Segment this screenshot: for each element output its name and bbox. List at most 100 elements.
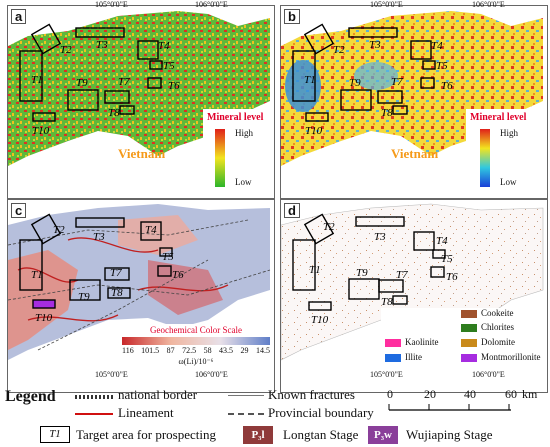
target-label: T9: [76, 77, 88, 89]
target-label: T6: [168, 80, 180, 92]
class-item: Kaolinite: [385, 337, 439, 347]
longtan-label: Longtan Stage: [283, 427, 359, 442]
panel-label-b: b: [284, 9, 300, 24]
longtan-symbol: P₃l: [243, 426, 273, 444]
target-boxes: [19, 213, 173, 309]
target-t5-box: [149, 60, 163, 70]
target-label: T4: [431, 40, 443, 52]
target-label: T2: [60, 44, 72, 56]
scale-value: 43.5: [219, 346, 234, 355]
target-t7-box: [104, 90, 130, 104]
panel-a: T1 T2 T3 T4 T5 T6 T7 T8 T9 T10 Vietnam a…: [7, 5, 275, 199]
target-label: T8: [381, 296, 393, 308]
wujiaping-symbol: P₃w: [368, 426, 398, 444]
class-item: Cookeite: [461, 308, 514, 318]
legend-title: Geochemical Color Scale: [150, 325, 242, 335]
target-t3-box: [75, 27, 125, 38]
lon-tick: 105°0'0"E: [370, 0, 403, 9]
class-name: Chlorites: [481, 322, 514, 332]
legend-title: Mineral level: [470, 112, 527, 123]
scale-unit: km: [522, 387, 538, 401]
target-label: T2: [53, 224, 65, 236]
scale-unit: ω(Li)/10⁻⁶: [178, 357, 214, 366]
class-swatch: [385, 338, 401, 347]
target-label: T2: [333, 44, 345, 56]
high-li-zone: [118, 215, 198, 255]
legend-box-b: Mineral level High Low: [466, 109, 546, 197]
target-label: T3: [96, 39, 108, 51]
class-name: Illite: [405, 352, 422, 362]
target-label: T1: [304, 74, 316, 86]
national-border-symbol: [75, 395, 113, 399]
target-label: T4: [145, 224, 157, 236]
scale-value: 29: [240, 346, 249, 355]
country-label: Vietnam: [118, 146, 165, 161]
target-t4-box: [137, 40, 159, 60]
color-ramp: [122, 337, 270, 345]
class-swatch: [461, 353, 477, 362]
panel-label-a: a: [11, 9, 27, 24]
target-label: T7: [110, 267, 122, 279]
lon-tick: 105°0'0"E: [95, 0, 128, 9]
target-label: T8: [111, 287, 123, 299]
color-ramp: [215, 129, 225, 187]
fractures: [7, 219, 271, 351]
class-name: Dolomite: [481, 337, 515, 347]
class-item: Montmorillonite: [461, 352, 541, 362]
scale-tick: 60: [505, 387, 517, 401]
class-swatch: [461, 323, 477, 332]
target-t6-box: [147, 77, 162, 89]
class-item: Chlorites: [461, 322, 514, 332]
legend-low: Low: [500, 177, 517, 187]
target-label: T2: [323, 221, 335, 233]
scale-value: 14.5: [255, 346, 270, 355]
scale-value: 87: [166, 346, 175, 355]
class-swatch: [461, 309, 477, 318]
target-label: T7: [118, 76, 130, 88]
target-label: T4: [436, 235, 448, 247]
geochem-map-area: [8, 204, 270, 360]
target-label: T10: [32, 125, 50, 137]
low-value-zone: [285, 60, 321, 112]
class-swatch: [385, 353, 401, 362]
lon-tick: 105°0'0"E: [370, 370, 403, 379]
class-name: Cookeite: [481, 308, 514, 318]
target-label: T7: [391, 76, 403, 88]
target-label: T1: [309, 264, 321, 276]
legend-high: High: [235, 128, 253, 138]
panel-d: T1 T2 T3 T4 T5 T6 T7 T8 T9 T10 d Cookeit…: [280, 199, 548, 393]
high-li-zone: [148, 260, 223, 315]
target-t2-box: [30, 23, 62, 55]
scale-tick: 20: [424, 387, 436, 401]
lineaments: [17, 237, 229, 322]
lon-tick: 105°0'0"E: [95, 370, 128, 379]
wujiaping-label: Wujiaping Stage: [406, 427, 493, 442]
lineament-label: Lineament: [118, 405, 174, 420]
target-label: T6: [446, 271, 458, 283]
target-label: T6: [172, 269, 184, 281]
lon-tick: 106°0'0"E: [472, 370, 505, 379]
target-label: T8: [381, 107, 393, 119]
mineral-class-legend: Cookeite Chlorites Kaolinite Dolomite Il…: [381, 308, 547, 368]
target-area-symbol: T1: [40, 426, 70, 443]
target-label: T3: [369, 39, 381, 51]
target-label: T5: [163, 60, 175, 72]
low-value-zone: [354, 62, 398, 90]
legend-title: Legend: [5, 388, 56, 405]
target-label: T6: [441, 80, 453, 92]
class-item: Illite: [385, 352, 422, 362]
target-label: T10: [35, 312, 53, 324]
target-boxes: [292, 213, 446, 311]
national-border-label: national border: [118, 387, 198, 402]
panel-label-d: d: [284, 203, 300, 218]
target-label: T5: [162, 251, 174, 263]
panel-b: T1 T2 T3 T4 T5 T6 T7 T8 T9 T10 Vietnam b…: [280, 5, 548, 199]
class-swatch: [461, 338, 477, 347]
scale-value: 72.5: [182, 346, 197, 355]
panel-label-c: c: [11, 203, 27, 218]
legend-low: Low: [235, 177, 252, 187]
target-label: T3: [93, 231, 105, 243]
known-fractures-label: Known fractures: [268, 387, 355, 402]
target-t9-box: [67, 89, 99, 111]
color-ramp: [480, 129, 490, 187]
